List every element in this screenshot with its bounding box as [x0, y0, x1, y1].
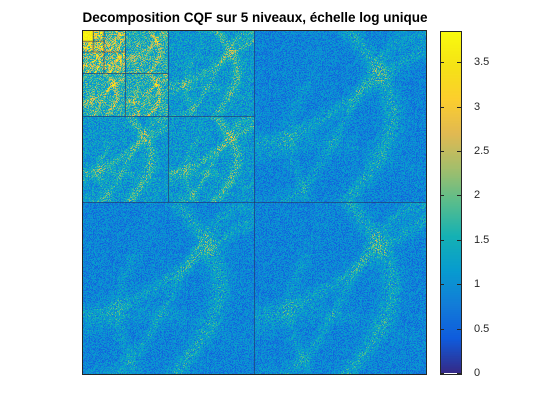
colorbar: [440, 31, 461, 373]
colorbar-tick-label: 1.5: [474, 233, 490, 246]
colorbar-tick-mark: [440, 239, 444, 241]
colorbar-tick-label: 1: [474, 278, 481, 291]
colorbar-tick-mark: [457, 106, 461, 108]
colorbar-tick-label: 3.5: [474, 56, 490, 69]
colorbar-tick-mark: [440, 284, 444, 286]
colorbar-tick-mark: [457, 62, 461, 64]
colorbar-tick-label: 0.5: [474, 322, 490, 335]
colorbar-tick-mark: [440, 150, 444, 152]
colorbar-tick-mark: [440, 195, 444, 197]
colorbar-tick-label: 3: [474, 100, 481, 113]
colorbar-tick-mark: [457, 284, 461, 286]
colorbar-tick-mark: [440, 328, 444, 330]
colorbar-tick-mark: [440, 373, 444, 374]
colorbar-tick-mark: [440, 106, 444, 108]
colorbar-tick-label: 2: [474, 189, 481, 202]
colorbar-tick-mark: [457, 239, 461, 241]
colorbar-tick-label: 2.5: [474, 144, 490, 157]
colorbar-tick-mark: [440, 62, 444, 64]
colorbar-tick-mark: [457, 195, 461, 197]
colorbar-tick-mark: [457, 150, 461, 152]
colorbar-tick-mark: [457, 328, 461, 330]
chart-title: Decomposition CQF sur 5 niveaux, échelle…: [82, 10, 428, 25]
wavelet-decomposition-image: [82, 30, 426, 374]
colorbar-tick-mark: [457, 373, 461, 374]
colorbar-tick-label: 0: [474, 367, 481, 379]
